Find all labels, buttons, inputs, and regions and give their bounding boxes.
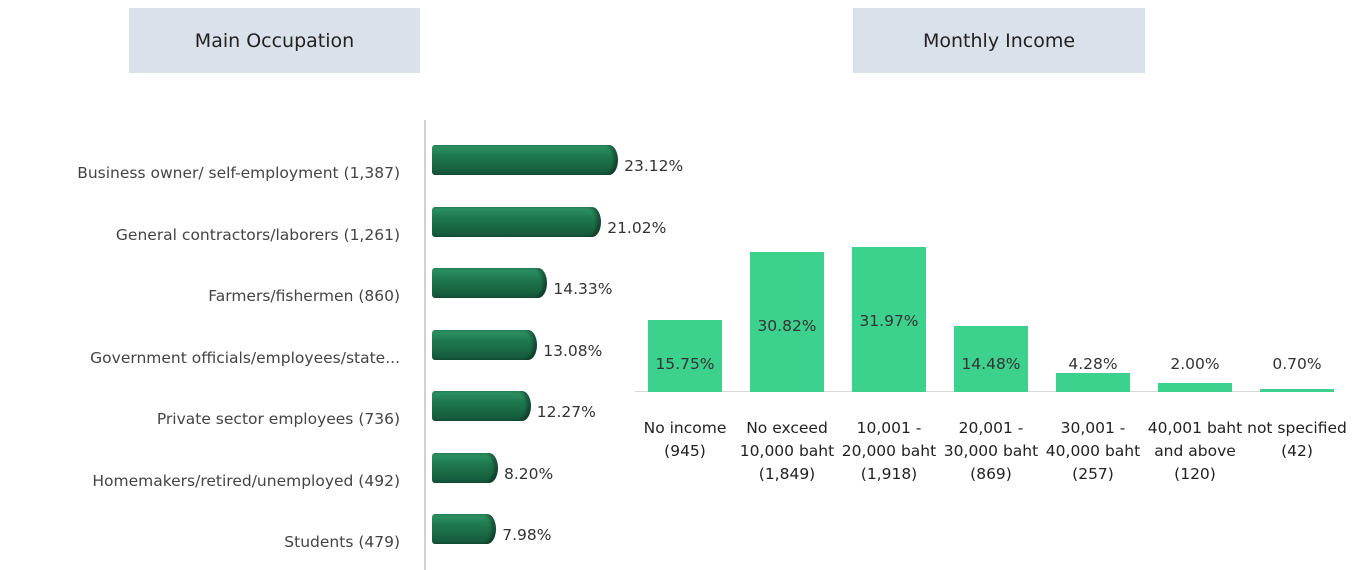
bar: [432, 329, 538, 360]
x-tick-label: 30,001 - 40,000 baht (257): [1045, 419, 1141, 483]
y-tick-label: General contractors/laborers (1,261): [115, 225, 400, 244]
value-label: 15.75%: [655, 355, 715, 373]
value-label: 8.20%: [504, 464, 554, 483]
x-tick-label: not specified (42): [1247, 419, 1347, 460]
bar: [432, 268, 548, 298]
y-tick-label: Homemakers/retired/unemployed (492): [92, 471, 400, 490]
y-tick-label: Farmers/fishermen (860): [208, 287, 400, 305]
axis-line: [424, 120, 426, 570]
value-label: 30.82%: [757, 317, 817, 336]
value-label: 14.48%: [961, 355, 1021, 373]
y-tick-label: Business owner/ self-employment (1,387): [77, 164, 400, 182]
value-label: 12.27%: [536, 403, 596, 421]
bar: [954, 326, 1028, 392]
y-tick-label: Private sector employees (736): [156, 410, 400, 428]
bar: [432, 206, 602, 237]
value-label: 14.33%: [553, 280, 613, 298]
chart-title: Monthly Income: [853, 8, 1145, 73]
value-label: 23.12%: [624, 157, 684, 175]
x-tick-label: No income (945): [643, 419, 727, 460]
x-tick-label: 10,001 - 20,000 baht (1,918): [841, 419, 937, 483]
bar: [1056, 372, 1130, 392]
chart-title: Main Occupation: [129, 8, 420, 73]
value-label: 13.08%: [543, 341, 603, 360]
value-label: 0.70%: [1272, 355, 1322, 373]
x-tick-label: No exceed 10,000 baht (1,849): [739, 419, 835, 483]
y-tick-label: Students (479): [284, 533, 400, 551]
bar: [432, 391, 531, 421]
x-tick-label: 20,001 - 30,000 baht (869): [943, 419, 1039, 483]
bar: [432, 514, 497, 544]
x-tick-label: 40,001 baht and above (120): [1147, 419, 1243, 483]
y-tick-label: Government officials/employees/state...: [90, 348, 400, 367]
bar: [1158, 382, 1232, 392]
bar: [432, 452, 498, 483]
value-label: 7.98%: [502, 526, 552, 544]
bar: [432, 145, 619, 175]
bar: [648, 320, 722, 392]
bar: [1260, 388, 1334, 392]
value-label: 31.97%: [859, 311, 919, 330]
value-label: 2.00%: [1170, 355, 1220, 373]
value-label: 4.28%: [1068, 355, 1118, 373]
bar: [750, 252, 824, 392]
bar: [852, 246, 926, 392]
value-label: 21.02%: [607, 218, 667, 237]
